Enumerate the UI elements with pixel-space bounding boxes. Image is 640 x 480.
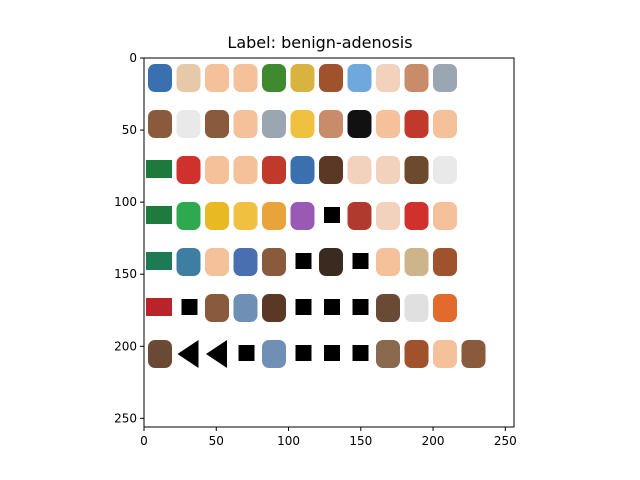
mailbox-icon bbox=[148, 64, 172, 92]
couple-holding-hands-icon bbox=[433, 248, 457, 276]
couple-heart-icon bbox=[233, 110, 258, 138]
office-building-icon bbox=[262, 110, 286, 138]
sunset-icon bbox=[433, 294, 457, 322]
woman-icon bbox=[376, 202, 400, 230]
left-facing-fist-icon bbox=[262, 294, 286, 322]
woman-icon bbox=[376, 64, 400, 92]
black-square-icon bbox=[238, 345, 255, 361]
woman-tipping-hand-icon bbox=[290, 202, 315, 230]
couple-heart-icon bbox=[433, 340, 457, 368]
x-tick-label: 250 bbox=[494, 434, 517, 448]
couple-holding-hands-icon bbox=[404, 340, 429, 368]
hospital-icon bbox=[176, 110, 201, 138]
couple-heart-icon bbox=[233, 64, 258, 92]
arrow-down-left-icon bbox=[347, 64, 372, 92]
man-icon bbox=[461, 340, 486, 368]
man-icon bbox=[148, 110, 172, 138]
x-tick-label: 100 bbox=[277, 434, 300, 448]
pickup-truck-icon bbox=[176, 248, 201, 276]
calendar-icon bbox=[404, 294, 429, 322]
cross-mark-button-icon bbox=[176, 202, 201, 230]
couple-heart-icon bbox=[433, 110, 457, 138]
couple-heart-icon bbox=[205, 64, 229, 92]
handshake-icon bbox=[376, 340, 400, 368]
y-tick-label: 150 bbox=[114, 267, 137, 281]
x-tick-label: 0 bbox=[140, 434, 148, 448]
image-layer bbox=[146, 64, 486, 368]
person-icon bbox=[233, 248, 258, 276]
saudi-arabia-flag-icon bbox=[146, 206, 172, 224]
person-biking-icon bbox=[262, 156, 286, 184]
crossed-fingers-icon bbox=[376, 294, 400, 322]
couple-heart-icon bbox=[376, 248, 400, 276]
arrow-down-icon bbox=[347, 110, 372, 138]
black-square-icon bbox=[352, 299, 369, 315]
crossed-fingers-icon bbox=[148, 340, 172, 368]
black-square-icon bbox=[295, 253, 312, 269]
woman-icon bbox=[376, 156, 400, 184]
y-tick-label: 200 bbox=[114, 339, 137, 353]
horns-sign-icon bbox=[319, 248, 343, 276]
couple-holding-hands-icon bbox=[319, 64, 343, 92]
couple-heart-icon bbox=[433, 202, 457, 230]
black-square-icon bbox=[324, 299, 340, 315]
no-smoking-icon bbox=[404, 202, 429, 230]
health-worker-icon bbox=[176, 64, 201, 92]
x-tick-label: 200 bbox=[422, 434, 445, 448]
japanese-dolls-icon bbox=[347, 202, 372, 230]
woman-icon bbox=[347, 156, 372, 184]
man-icon bbox=[205, 110, 229, 138]
chart-title: Label: benign-adenosis bbox=[227, 33, 413, 52]
pinching-hand-icon bbox=[319, 156, 343, 184]
person-with-veil-icon bbox=[290, 110, 315, 138]
man-with-cap-icon bbox=[404, 156, 429, 184]
y-tick-label: 0 bbox=[129, 51, 137, 65]
y-tick-label: 50 bbox=[122, 123, 137, 137]
black-square-icon bbox=[352, 253, 369, 269]
macao-flag-icon bbox=[146, 252, 172, 270]
women-holding-hands-icon bbox=[262, 202, 286, 230]
backpack-icon bbox=[176, 156, 201, 184]
couple-heart-icon bbox=[233, 156, 258, 184]
x-axis: 0 50 100 150 200 250 bbox=[140, 427, 517, 448]
mailbox-icon bbox=[290, 156, 315, 184]
lady-beetle-icon bbox=[404, 110, 429, 138]
couple-heart-icon bbox=[205, 156, 229, 184]
ear-of-corn-icon bbox=[205, 202, 229, 230]
black-square-icon bbox=[295, 345, 312, 361]
malawi-flag-icon bbox=[146, 298, 172, 316]
woman-with-headscarf-icon bbox=[319, 110, 343, 138]
reverse-button-icon bbox=[206, 340, 227, 368]
x-tick-label: 150 bbox=[349, 434, 372, 448]
y-axis: 0 50 100 150 200 250 bbox=[114, 51, 144, 425]
hospital-icon bbox=[433, 156, 457, 184]
couple-heart-icon bbox=[205, 248, 229, 276]
x-tick-label: 50 bbox=[209, 434, 224, 448]
y-tick-label: 100 bbox=[114, 195, 137, 209]
turkmenistan-flag-icon bbox=[146, 160, 172, 178]
black-square-icon bbox=[295, 299, 312, 315]
couple-heart-icon bbox=[376, 110, 400, 138]
black-square-icon bbox=[181, 299, 198, 315]
black-square-icon bbox=[324, 345, 340, 361]
man-icon bbox=[205, 294, 229, 322]
reverse-button-icon bbox=[177, 340, 199, 368]
tram-car-icon bbox=[290, 64, 315, 92]
record-button-icon bbox=[262, 340, 286, 368]
black-square-icon bbox=[352, 345, 369, 361]
black-square-icon bbox=[324, 207, 340, 223]
office-building-icon bbox=[433, 64, 457, 92]
plot-frame bbox=[143, 57, 515, 428]
classical-building-icon bbox=[404, 248, 429, 276]
old-man-icon bbox=[262, 248, 286, 276]
woman-with-headscarf-icon bbox=[404, 64, 429, 92]
repeat-button-icon bbox=[233, 294, 258, 322]
woman-student-icon bbox=[233, 202, 258, 230]
y-tick-label: 250 bbox=[114, 411, 137, 425]
deciduous-tree-icon bbox=[262, 64, 286, 92]
